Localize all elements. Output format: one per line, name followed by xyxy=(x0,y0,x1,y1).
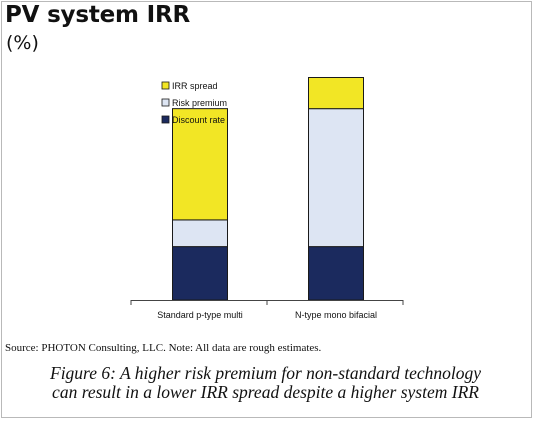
bar-segment-risk-premium-2 xyxy=(308,108,364,248)
caption-line-1: Figure 6: A higher risk premium for non-… xyxy=(50,363,481,383)
figure-caption: Figure 6: A higher risk premium for non-… xyxy=(0,364,531,402)
chart-title: PV system IRR xyxy=(5,2,190,28)
legend-swatch-irr-spread xyxy=(161,81,170,90)
legend-swatch-risk-premium xyxy=(161,98,170,107)
source-note: Source: PHOTON Consulting, LLC. Note: Al… xyxy=(5,342,322,354)
x-tick-label-2: N-type mono bifacial xyxy=(295,310,377,320)
x-tick-label-1: Standard p-type multi xyxy=(157,310,243,320)
bar-segment-irr-spread-2 xyxy=(308,77,364,110)
bar-segment-discount-rate-1 xyxy=(172,246,228,301)
bar-segment-irr-spread-1 xyxy=(172,108,228,221)
bar-segment-risk-premium-1 xyxy=(172,219,228,248)
chart-unit-label: (%) xyxy=(6,32,39,54)
legend-swatch-discount-rate xyxy=(161,115,170,124)
legend-label-irr-spread: IRR spread xyxy=(172,81,218,91)
stacked-bar-chart: Standard p-type multi N-type mono bifacia… xyxy=(130,77,404,320)
bar-segment-discount-rate-2 xyxy=(308,246,364,301)
caption-line-2: can result in a lower IRR spread despite… xyxy=(52,382,479,402)
legend-label-discount-rate: Discount rate xyxy=(172,115,225,125)
legend-label-risk-premium: Risk premium xyxy=(172,98,227,108)
